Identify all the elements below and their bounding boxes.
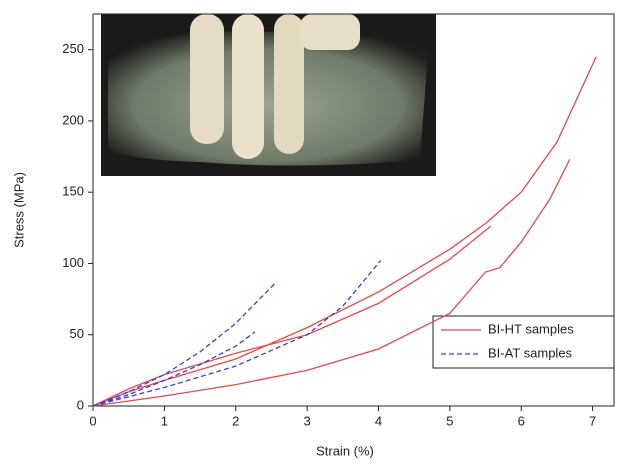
x-tick-label: 4 bbox=[375, 413, 382, 428]
curve bbox=[92, 159, 571, 407]
y-tick-label: 50 bbox=[70, 326, 84, 341]
curve bbox=[92, 225, 491, 407]
inset-photo bbox=[101, 14, 436, 176]
x-tick-label: 5 bbox=[446, 413, 453, 428]
legend-label: BI-AT samples bbox=[488, 345, 573, 360]
y-tick-label: 250 bbox=[62, 41, 84, 56]
legend bbox=[432, 315, 615, 369]
x-tick-label: 3 bbox=[303, 413, 310, 428]
y-tick-label: 0 bbox=[77, 397, 84, 412]
curve bbox=[92, 56, 597, 407]
y-axis-title: Stress (MPa) bbox=[11, 172, 26, 248]
x-tick-label: 0 bbox=[89, 413, 96, 428]
curve bbox=[92, 260, 382, 407]
x-tick-label: 7 bbox=[589, 413, 596, 428]
curve bbox=[92, 282, 276, 407]
y-tick-label: 100 bbox=[62, 255, 84, 270]
legend-label: BI-HT samples bbox=[488, 321, 574, 336]
x-axis-title: Strain (%) bbox=[316, 443, 374, 458]
x-tick-label: 1 bbox=[161, 413, 168, 428]
y-tick-label: 150 bbox=[62, 184, 84, 199]
x-tick-label: 6 bbox=[518, 413, 525, 428]
plot-frame bbox=[92, 13, 615, 407]
y-tick-label: 200 bbox=[62, 112, 84, 127]
x-tick-label: 2 bbox=[232, 413, 239, 428]
